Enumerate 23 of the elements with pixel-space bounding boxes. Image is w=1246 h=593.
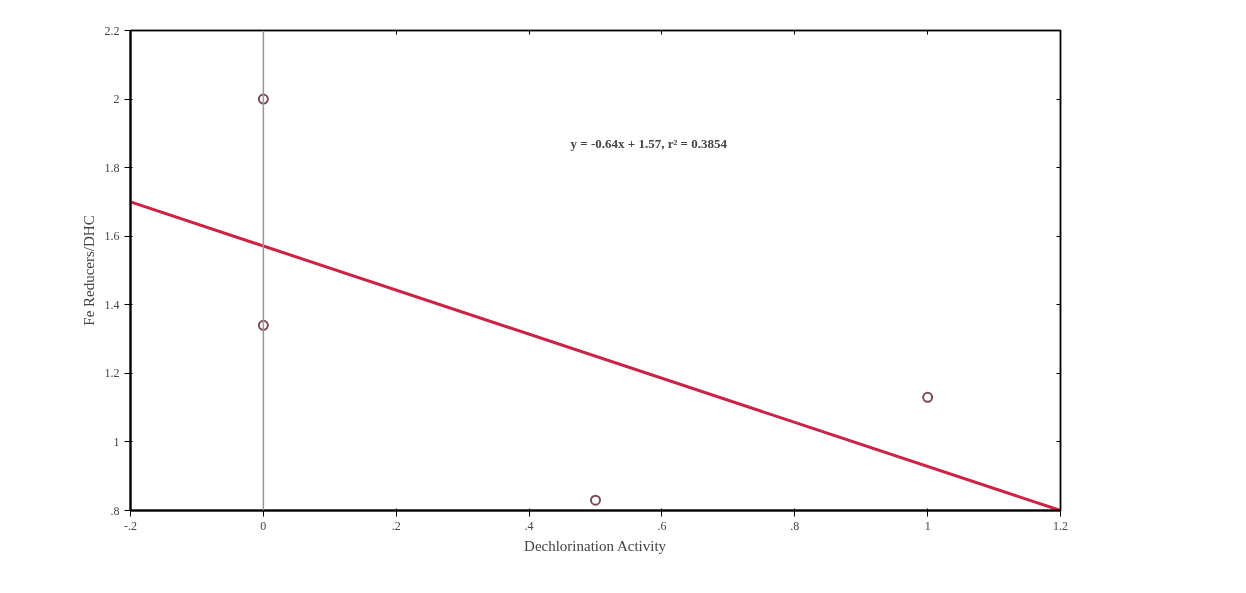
x-tick-label: .2 <box>391 518 401 533</box>
y-tick-label: 1.2 <box>104 366 120 381</box>
x-tick-label: .4 <box>524 518 534 533</box>
y-tick-label: 2.2 <box>104 23 120 38</box>
annotation: y = -0.64x + 1.57, r² = 0.3854 <box>570 135 728 151</box>
y-tick-label: 1.6 <box>104 229 120 244</box>
y-tick-label: 2 <box>113 92 120 107</box>
point <box>590 494 601 506</box>
x-tick-label: 1.2 <box>1053 518 1068 533</box>
x-axis-title: Dechlorination Activity <box>524 537 667 554</box>
point <box>922 391 934 403</box>
y-tick-label: 1.4 <box>104 297 120 312</box>
point <box>257 319 269 331</box>
y-tick-label: 1 <box>113 434 120 449</box>
x-tick-label: .6 <box>657 518 667 533</box>
x-tick-label: -.2 <box>124 518 137 533</box>
y-tick-label: 1.8 <box>104 160 120 175</box>
y-axis-title: Fe Reducers/DHC <box>80 215 97 326</box>
y-tick-label: .8 <box>110 503 120 518</box>
x-tick-label: 0 <box>260 518 267 533</box>
x-tick-label: .8 <box>790 518 800 533</box>
x-tick-label: 1 <box>924 518 931 533</box>
point <box>257 93 269 105</box>
